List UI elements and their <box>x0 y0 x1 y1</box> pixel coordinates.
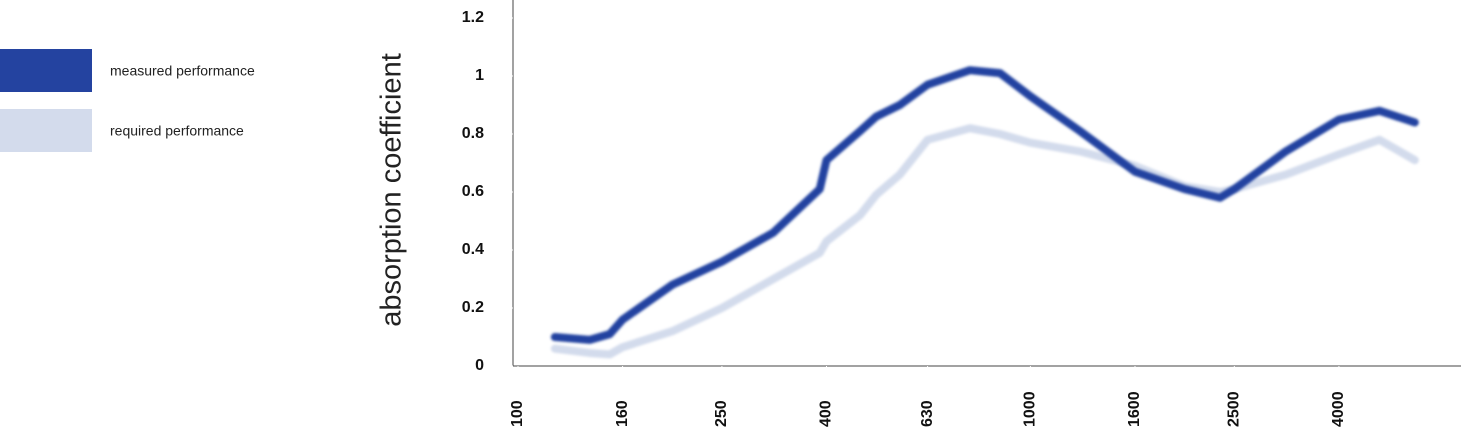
x-tick-label: 4000 <box>1330 391 1347 427</box>
y-tick-label: 0 <box>475 357 484 374</box>
legend-label: measured performance <box>110 63 255 79</box>
x-tick-label: 100 <box>509 400 526 427</box>
y-tick-label: 1.2 <box>462 9 484 26</box>
y-tick-label: 0.2 <box>462 299 484 316</box>
x-tick-label: 1600 <box>1126 391 1143 427</box>
x-tick-label: 160 <box>614 400 631 427</box>
y-tick-label: 0.6 <box>462 183 484 200</box>
y-tick-label: 0.4 <box>462 241 484 258</box>
x-tick-label: 1000 <box>1022 391 1039 427</box>
x-tick-label: 2500 <box>1226 391 1243 427</box>
x-tick-label: 400 <box>818 400 835 427</box>
y-tick-label: 1 <box>475 67 484 84</box>
legend-swatch <box>0 49 92 92</box>
series-line <box>550 66 1419 344</box>
legend-label: required performance <box>110 123 244 139</box>
series-line <box>550 124 1419 359</box>
x-tick-label: 250 <box>713 400 730 427</box>
x-tick-label: 630 <box>919 400 936 427</box>
y-tick-label: 0.8 <box>462 125 484 142</box>
legend-swatch <box>0 109 92 152</box>
y-axis-title: absorption coefficient <box>376 53 408 327</box>
